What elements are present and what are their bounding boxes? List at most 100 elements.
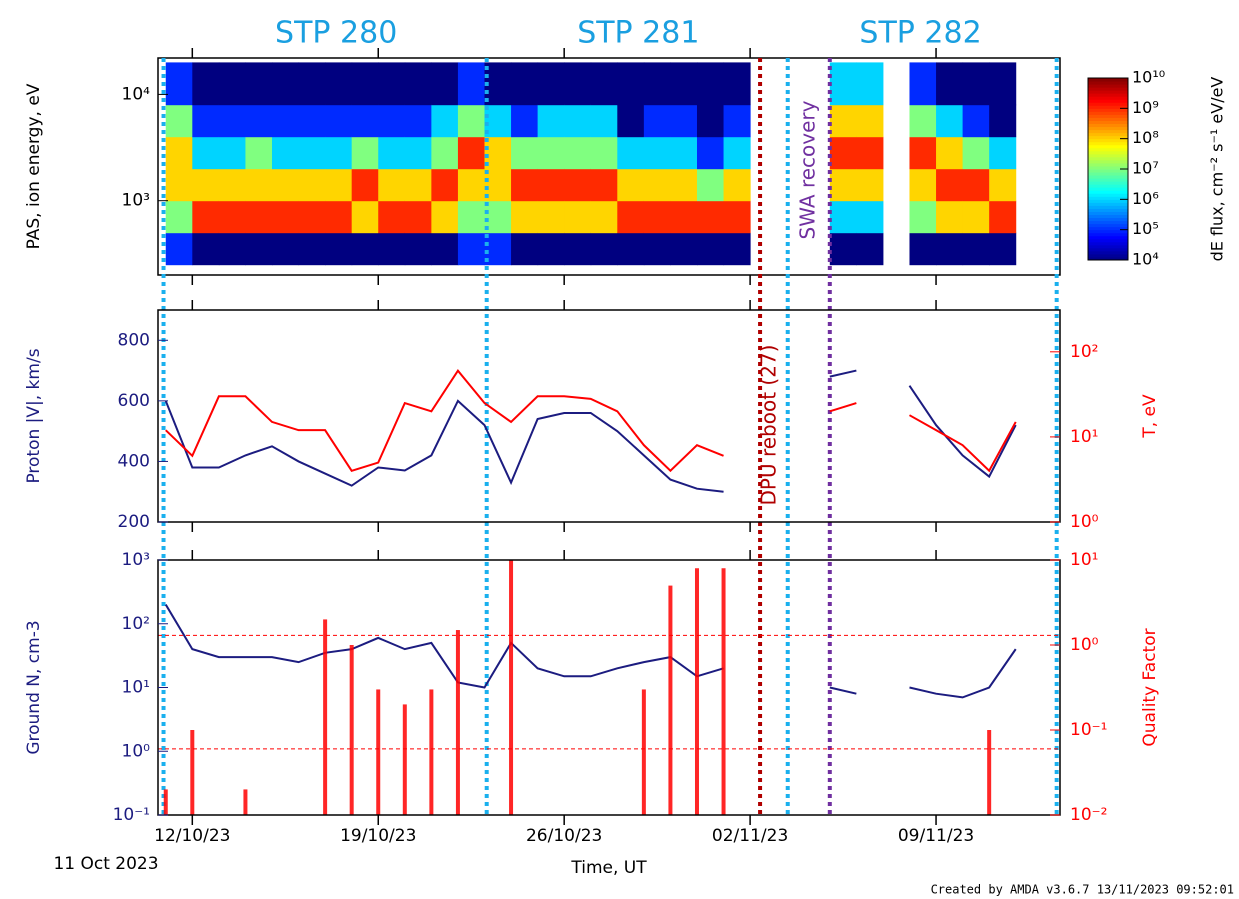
colorbar-segment [1088,181,1128,185]
colorbar-segment [1088,117,1128,121]
colorbar-segment [1088,90,1128,94]
heatmap-cell [936,232,964,266]
heatmap-cell [404,168,432,202]
colorbar-segment [1088,220,1128,225]
heatmap-cell [962,200,990,234]
colorbar-segment [1088,126,1128,131]
plot-frame [157,559,1061,816]
data-line [164,604,724,689]
heatmap-cell [829,136,857,170]
heatmap-cell [351,62,379,106]
heatmap-cell [325,104,353,138]
heatmap-cell [298,62,326,106]
colorbar-segment [1088,223,1128,228]
heatmap-cell [192,232,220,266]
y-tick-label: 200 [118,512,150,532]
x-tick-label: 02/11/23 [712,826,788,846]
heatmap-cell [457,104,485,138]
colorbar-segment [1088,150,1128,155]
data-line [829,369,857,378]
colorbar-segment [1088,105,1128,109]
colorbar-segment [1088,93,1128,97]
y-tick-label: 10² [122,614,150,634]
heatmap-cell [245,200,273,234]
colorbar-segment [1088,199,1128,203]
heatmap-cell [829,200,857,234]
heatmap-cell [564,200,592,234]
heatmap-cell [351,136,379,170]
heatmap-cell [378,62,406,106]
heatmap-cell [617,232,645,266]
heatmap-cell [696,200,725,234]
heatmap-cell [165,62,193,106]
colorbar-segment [1088,108,1128,112]
heatmap-cell [431,232,459,266]
colorbar-label: dE flux, cm⁻² s⁻¹ eV/eV [1208,77,1227,262]
heatmap-cell [351,168,379,202]
heatmap-cell [218,232,246,266]
heatmap-cell [564,62,592,106]
y2-tick-label: 10¹ [1070,550,1098,570]
colorbar-segment [1088,96,1128,100]
y-tick-label: 400 [118,451,150,471]
heatmap-cell [590,232,618,266]
heatmap-cell [537,104,565,138]
heatmap-cell [431,62,459,106]
colorbar-segment [1088,253,1128,258]
stp-label: STP 281 [577,16,699,51]
colorbar-segment [1088,256,1128,261]
heatmap-cell [989,168,1017,202]
heatmap-cell [617,104,645,138]
y-tick-label: 800 [118,330,150,350]
heatmap-cell [696,136,725,170]
heatmap-cell [404,200,432,234]
colorbar-segment [1088,217,1128,222]
bar [987,730,992,815]
bar [641,689,646,815]
colorbar-segment [1088,190,1128,194]
heatmap-cell [989,200,1017,234]
data-line [165,369,724,473]
heatmap-cell [165,104,193,138]
start-label: 11 Oct 2023 [53,854,158,874]
bar [694,568,699,815]
bar [163,789,168,815]
heatmap-cell [696,62,725,106]
y-axis-label: PAS, ion energy, eV [24,83,44,249]
heatmap-cell [617,168,645,202]
heatmap-cell [962,232,990,266]
heatmap-cell [298,136,326,170]
heatmap-cell [856,232,884,266]
heatmap-cell [936,200,964,234]
bar [402,704,407,815]
heatmap-cell [484,62,512,106]
colorbar-segment [1088,172,1128,176]
heatmap-cell [218,62,246,106]
annotation: DPU reboot (27) [757,345,781,506]
heatmap-cell [909,200,937,234]
heatmap-cell [829,168,857,202]
heatmap-cell [856,136,884,170]
heatmap-cell [511,168,539,202]
colorbar-segment [1088,244,1128,249]
colorbar-segment [1088,141,1128,146]
colorbar-segment [1088,156,1128,161]
colorbar-tick-label: 10¹⁰ [1132,68,1165,87]
heatmap-cell [484,200,512,234]
colorbar-segment [1088,135,1128,140]
colorbar-segment [1088,162,1128,167]
colorbar-segment [1088,229,1128,234]
colorbar-segment [1088,247,1128,252]
heatmap-cell [325,232,353,266]
colorbar-tick-label: 10⁷ [1132,159,1159,178]
data-line [829,686,857,695]
x-tick-label: 19/10/23 [340,826,416,846]
y-tick-label: 10⁻¹ [113,805,150,825]
colorbar-segment [1088,214,1128,219]
heatmap-cell [351,104,379,138]
bar [349,645,354,815]
colorbar-segment [1088,241,1128,246]
heatmap-cell [218,200,246,234]
colorbar-tick-label: 10⁶ [1132,189,1159,208]
colorbar-segment [1088,232,1128,237]
